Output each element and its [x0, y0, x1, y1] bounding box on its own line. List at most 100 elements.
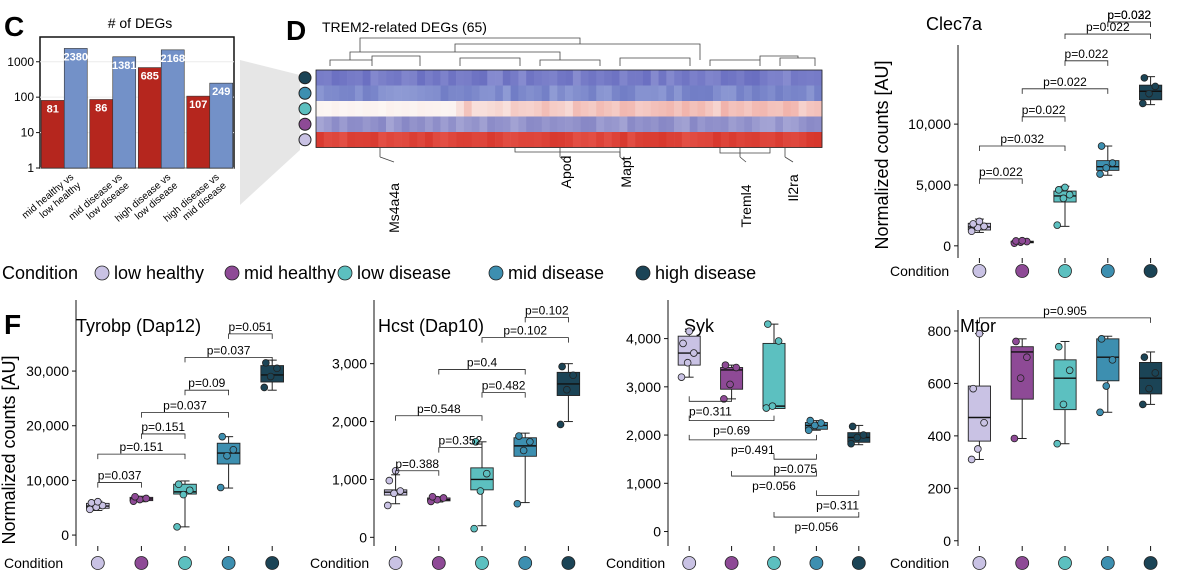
- tyrobp-y-tick-label: 30,000: [26, 363, 69, 379]
- heatmap-cell: [705, 101, 714, 117]
- heatmap-cell: [751, 85, 761, 101]
- heatmap-cell: [347, 70, 356, 86]
- heatmap-cell: [495, 70, 504, 86]
- heatmap-cell: [518, 116, 527, 132]
- heatmap-cell: [432, 116, 441, 132]
- heatmap-cell: [565, 85, 574, 101]
- mtor-data-point: [1023, 353, 1031, 362]
- syk-data-point: [859, 431, 868, 439]
- heatmap-cell: [814, 116, 823, 132]
- degs-bar-down: [137, 67, 162, 169]
- heatmap-cell: [642, 116, 652, 132]
- hcst-p-value: p=0.102: [525, 303, 569, 317]
- heatmap-cell: [767, 70, 776, 86]
- heatmap-cell: [783, 116, 792, 132]
- legend-swatch: [94, 265, 110, 281]
- heatmap-cell: [751, 70, 761, 86]
- tyrobp-p-value: p=0.037: [98, 469, 142, 483]
- heatmap-cell: [596, 132, 605, 148]
- tyrobp-boxplot: Tyrobp (Dap12) 0 10,000 20,000 30,000 Normali…: [0, 300, 284, 571]
- heatmap-cell: [378, 132, 387, 148]
- heatmap-cell: [681, 101, 690, 117]
- heatmap-cell: [658, 70, 667, 86]
- heatmap-cell: [456, 116, 465, 132]
- heatmap-cell: [635, 101, 644, 117]
- clec7a-boxplot: Clec7a 0 5,000 10,000 Normalized counts [AU]…: [872, 8, 1163, 279]
- heatmap-cell: [417, 132, 426, 148]
- degs-bar-up: [112, 56, 137, 169]
- clec7a-p-value: p=0.032: [1000, 132, 1044, 146]
- heatmap-cell: [627, 70, 636, 86]
- heatmap-cell: [448, 101, 457, 117]
- heatmap-cell: [440, 101, 449, 117]
- hcst-data-point: [563, 385, 571, 394]
- syk-y-tick-label: 0: [653, 524, 661, 540]
- heatmap-cell: [650, 132, 659, 148]
- degs-y-tick-label: 1000: [7, 55, 34, 69]
- syk-box: [720, 367, 744, 390]
- clec7a-condition-marker: [1100, 264, 1115, 278]
- heatmap-cell: [557, 85, 566, 101]
- heatmap-cell: [650, 101, 659, 117]
- heatmap-cell: [378, 116, 387, 132]
- heatmap-cell: [674, 70, 683, 86]
- heatmap-cell: [565, 116, 574, 132]
- hcst-condition-marker: [518, 556, 533, 570]
- heatmap-cell: [526, 70, 535, 86]
- syk-significance-bracket: [816, 490, 860, 496]
- heatmap-cell: [666, 101, 675, 117]
- tyrobp-data-point: [179, 490, 188, 499]
- syk-p-value: p=0.056: [752, 479, 796, 493]
- clec7a-condition-marker: [1143, 264, 1158, 278]
- tyrobp-significance-bracket: [184, 389, 229, 396]
- heatmap-cell: [331, 85, 340, 101]
- hcst-data-point: [515, 432, 523, 440]
- hcst-data-point: [482, 469, 491, 478]
- heatmap-cell: [347, 101, 356, 117]
- heatmap-cell: [775, 101, 784, 117]
- tyrobp-y-tick-label: 0: [61, 527, 69, 543]
- heatmap-cell: [409, 85, 418, 101]
- heatmap-cell: [658, 101, 667, 117]
- heatmap-cell: [728, 101, 737, 117]
- heatmap-cell: [424, 132, 434, 148]
- tyrobp-condition-marker: [90, 556, 105, 570]
- tyrobp-p-value: p=0.09: [188, 376, 225, 390]
- degs-bar-up: [63, 48, 88, 169]
- heatmap-cell: [681, 70, 690, 86]
- heatmap-cell: [549, 132, 558, 148]
- heatmap-cell: [689, 101, 698, 117]
- mtor-data-point: [969, 384, 977, 393]
- tyrobp-data-point: [223, 451, 231, 460]
- heatmap-cell: [323, 85, 332, 101]
- clec7a-data-point: [1012, 237, 1020, 245]
- syk-p-value: p=0.075: [773, 462, 817, 476]
- mtor-y-tick-label: 400: [928, 428, 952, 444]
- syk-significance-bracket: [688, 434, 817, 441]
- hcst-y-tick-label: 1,000: [332, 471, 367, 487]
- heatmap-cell: [627, 116, 636, 132]
- heatmap-cell: [814, 70, 823, 86]
- heatmap-cell: [790, 70, 799, 86]
- clec7a-p-value: p=0.022: [1022, 103, 1066, 117]
- heatmap-cell: [596, 116, 605, 132]
- gene-leader-line: [559, 156, 567, 163]
- tyrobp-data-point: [216, 483, 225, 492]
- heatmap-cell: [448, 116, 457, 132]
- heatmap-cell: [479, 116, 488, 132]
- tyrobp-data-point: [260, 383, 269, 392]
- dendrogram-branch: [454, 43, 701, 52]
- tyrobp-condition-marker: [265, 556, 280, 570]
- clec7a-data-point: [1059, 194, 1068, 203]
- syk-data-point: [683, 358, 692, 367]
- heatmap-cell: [448, 85, 457, 101]
- tyrobp-significance-bracket: [97, 482, 142, 488]
- syk-boxplot: Syk01,0002,0003,0004,000Conditionp=0.311…: [606, 300, 871, 571]
- clec7a-data-point: [969, 220, 977, 228]
- heatmap-cell: [386, 132, 395, 148]
- mtor-data-point: [1016, 374, 1025, 382]
- heatmap-cell: [502, 70, 511, 86]
- panel-letter-f: F: [4, 309, 21, 340]
- heatmap-cell: [393, 116, 402, 132]
- heatmap-cell: [619, 101, 628, 117]
